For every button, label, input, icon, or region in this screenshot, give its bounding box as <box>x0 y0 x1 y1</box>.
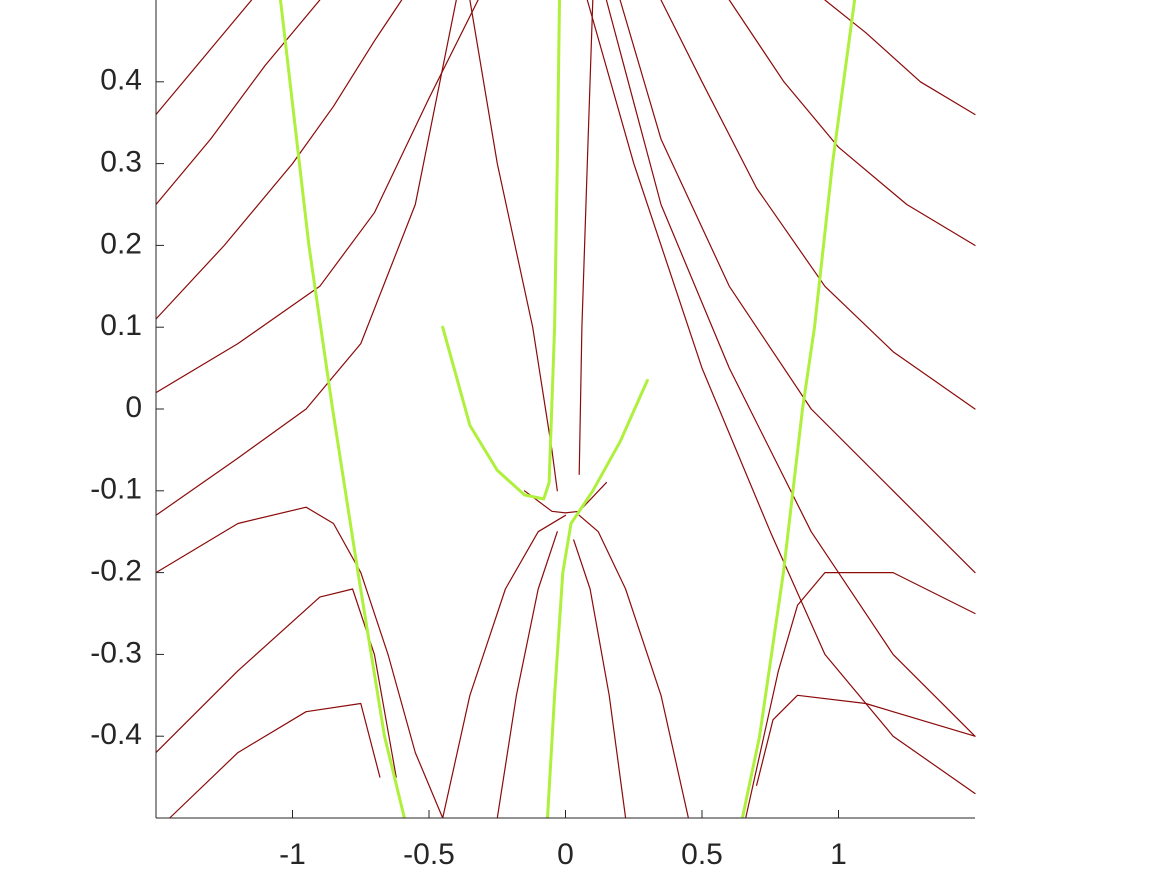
trajectory <box>586 0 976 795</box>
x-tick-label: -1 <box>279 838 306 871</box>
trajectory <box>619 0 976 574</box>
trajectory <box>155 0 321 206</box>
y-tick-label: 0.2 <box>100 227 142 260</box>
y-tick-label: 0 <box>125 391 142 424</box>
y-tick-label: 0.4 <box>100 64 142 97</box>
trajectory <box>728 0 976 246</box>
x-tick-label: 1 <box>830 838 847 871</box>
y-tick-label: -0.1 <box>90 473 142 506</box>
trajectory <box>155 0 403 320</box>
trajectory <box>155 0 253 116</box>
trajectory <box>496 531 558 819</box>
trajectory <box>605 0 976 737</box>
trajectory <box>279 0 406 820</box>
trajectory <box>745 572 976 819</box>
trajectory <box>573 539 627 819</box>
y-tick-label: 0.1 <box>100 309 142 342</box>
trajectory <box>546 378 649 820</box>
x-tick-label: 0 <box>557 838 574 871</box>
trajectory <box>578 0 594 475</box>
trajectory <box>756 694 976 786</box>
trajectory <box>469 0 558 492</box>
trajectory <box>740 0 857 820</box>
trajectory <box>660 0 976 410</box>
trajectory <box>578 514 689 819</box>
x-tick-label: 0.5 <box>681 838 723 871</box>
trajectory <box>523 482 607 514</box>
trajectory <box>442 514 567 819</box>
x-tick-label: -0.5 <box>403 838 455 871</box>
trajectory <box>155 588 397 778</box>
clip-mask-left <box>0 0 156 818</box>
trajectory <box>824 0 976 116</box>
y-tick-label: 0.3 <box>100 146 142 179</box>
y-tick-label: -0.2 <box>90 555 142 588</box>
trajectory <box>169 702 381 819</box>
trajectory <box>155 0 457 516</box>
y-tick-label: -0.3 <box>90 636 142 669</box>
trajectory <box>155 506 444 819</box>
trajectory <box>441 0 561 501</box>
clip-mask-bottom <box>0 818 1166 875</box>
clip-mask-right <box>976 0 1166 818</box>
y-tick-label: -0.4 <box>90 718 142 751</box>
trajectory <box>155 0 479 394</box>
